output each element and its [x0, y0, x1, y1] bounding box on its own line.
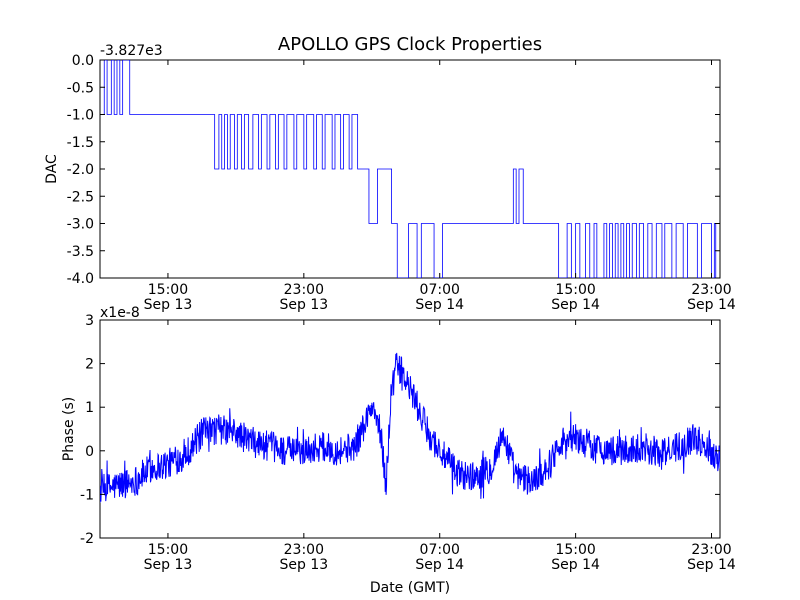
- dac-xtick-time: 15:00: [148, 282, 188, 298]
- dac-ytick-label: -3.0: [67, 217, 94, 233]
- dac-offset-label: -3.827e3: [100, 43, 163, 59]
- dac-ytick-label: -0.5: [67, 80, 94, 96]
- dac-series-line: [100, 60, 720, 278]
- dac-ytick-label: -1.5: [67, 135, 94, 151]
- dac-xtick-time: 23:00: [284, 282, 324, 298]
- dac-plot-area: [100, 60, 720, 278]
- phase-ytick-label: 1: [85, 400, 94, 416]
- phase-y-axis: -2 -1 0 1 2 3: [80, 313, 720, 547]
- phase-ytick-label: 0: [85, 444, 94, 460]
- dac-xtick-date: Sep 14: [551, 297, 600, 313]
- dac-ytick-label: -2.0: [67, 162, 94, 178]
- phase-series-line: [100, 352, 720, 503]
- phase-xtick-time: 23:00: [284, 542, 324, 558]
- phase-y-axis-label: Phase (s): [61, 397, 77, 461]
- dac-xtick-date: Sep 14: [415, 297, 464, 313]
- dac-xtick-date: Sep 13: [144, 297, 193, 313]
- phase-axes-frame: [99, 319, 721, 539]
- dac-ytick-label: -4.0: [67, 271, 94, 287]
- phase-ytick-label: -2: [80, 531, 94, 547]
- dac-xtick-time: 07:00: [420, 282, 460, 298]
- phase-ytick-label: 2: [85, 357, 94, 373]
- dac-ytick-label: -1.0: [67, 108, 94, 124]
- phase-xtick-date: Sep 14: [551, 557, 600, 573]
- x-axis-label: Date (GMT): [370, 580, 450, 596]
- dac-y-axis: 0.0 -0.5 -1.0 -1.5 -2.0 -2.5 -3.0 -3.5 -4.0: [67, 53, 720, 287]
- phase-xtick-date: Sep 13: [144, 557, 193, 573]
- phase-plot-area: [100, 352, 720, 503]
- dac-ytick-label: -3.5: [67, 244, 94, 260]
- phase-xtick-time: 23:00: [691, 542, 731, 558]
- dac-subplot: 0.0 -0.5 -1.0 -1.5 -2.0 -2.5 -3.0 -3.5 -4.0 15:0…: [44, 43, 736, 313]
- figure-title: APOLLO GPS Clock Properties: [278, 34, 542, 55]
- phase-offset-label: x1e-8: [100, 305, 140, 321]
- dac-ytick-label: -2.5: [67, 189, 94, 205]
- phase-xtick-date: Sep 13: [280, 557, 329, 573]
- dac-y-axis-label: DAC: [44, 154, 60, 184]
- phase-xtick-date: Sep 14: [415, 557, 464, 573]
- phase-xtick-date: Sep 14: [687, 557, 736, 573]
- dac-xtick-time: 15:00: [555, 282, 595, 298]
- phase-ytick-label: -1: [80, 487, 94, 503]
- phase-xtick-time: 15:00: [555, 542, 595, 558]
- dac-xtick-date: Sep 14: [687, 297, 736, 313]
- phase-ytick-label: 3: [85, 313, 94, 329]
- dac-ytick-label: 0.0: [72, 53, 94, 69]
- dac-xtick-time: 23:00: [691, 282, 731, 298]
- phase-xtick-time: 15:00: [148, 542, 188, 558]
- dac-xtick-date: Sep 13: [280, 297, 329, 313]
- phase-xtick-time: 07:00: [420, 542, 460, 558]
